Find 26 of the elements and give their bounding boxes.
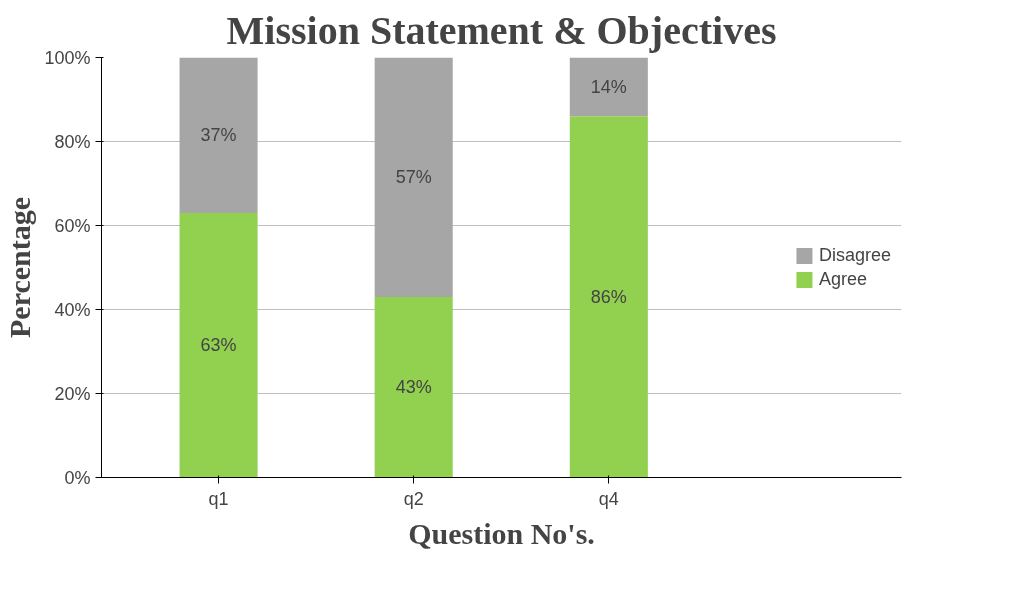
y-tick-label: 60% [54,215,91,236]
bar [179,212,258,478]
data-label: 37% [200,125,237,146]
y-tick-label: 100% [44,47,91,68]
x-axis-title: Question No's. [408,516,595,550]
y-tick-label: 0% [64,467,91,488]
bar [374,296,453,478]
x-tick-label: q2 [403,488,424,509]
legend-label: Disagree [818,244,891,266]
bar [569,57,648,117]
bar [374,57,453,297]
bar [179,57,258,213]
bar [569,116,648,478]
y-tick-label: 40% [54,299,91,320]
data-label: 57% [395,167,432,188]
legend-label: Agree [818,268,867,290]
data-label: 86% [590,286,627,307]
y-tick-label: 80% [54,131,91,152]
data-label: 43% [395,377,432,398]
x-tick-label: q4 [598,488,619,509]
y-axis-title: Percentage [3,196,37,339]
data-label: 63% [200,335,237,356]
y-tick-label: 20% [54,383,91,404]
data-label: 14% [590,76,627,97]
x-tick-label: q1 [208,488,229,509]
chart-title: Mission Statement & Objectives [226,7,777,53]
